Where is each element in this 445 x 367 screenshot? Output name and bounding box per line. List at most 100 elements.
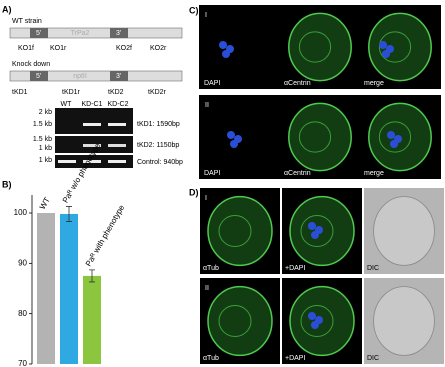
channel-label: +DAPI — [285, 265, 305, 272]
gene-label: 5' — [36, 73, 41, 80]
channel-label: DIC — [367, 265, 379, 272]
nucleus — [227, 131, 235, 139]
channel-label: DAPI — [204, 80, 220, 87]
cell-signal — [218, 305, 252, 337]
bar — [83, 275, 101, 364]
band-label: tKD1: 1590bp — [137, 121, 180, 128]
primer: tKD2r — [148, 89, 167, 96]
primer: tKD1r — [62, 89, 81, 96]
error-bar — [66, 206, 72, 222]
cell-signal — [298, 121, 332, 153]
nucleus — [308, 312, 316, 320]
cell-signal — [298, 31, 332, 63]
cell-signal — [288, 12, 352, 82]
panel-label: C) — [189, 5, 199, 15]
primer: KO1f — [18, 45, 34, 52]
band-label: tKD2: 1150bp — [137, 142, 179, 149]
channel-label: αCentrin — [284, 80, 311, 87]
row-label: I — [205, 195, 207, 202]
cell-outline — [373, 196, 435, 266]
marker: 1 kb — [39, 145, 52, 152]
marker: 1.5 kb — [33, 136, 52, 143]
row-label: II — [205, 285, 209, 292]
construct-title: WT strain — [12, 18, 42, 25]
gene-bar — [9, 70, 183, 82]
cell-signal — [368, 12, 432, 82]
micrographs: DAPI αCentrin merge I DAPI αCentrin merge II — [199, 5, 441, 179]
y-tick-label: 90 — [18, 258, 27, 267]
channel-label: DAPI — [204, 170, 220, 177]
nucleus — [219, 41, 227, 49]
band — [83, 160, 101, 163]
nucleus — [387, 131, 395, 139]
cell-signal — [218, 215, 252, 247]
nucleus — [222, 50, 230, 58]
bar — [60, 214, 78, 364]
channel-label: αTub — [203, 355, 219, 362]
channel-label: merge — [364, 80, 384, 87]
x-category-label: WT — [38, 196, 52, 211]
gene-label: nptII — [73, 73, 87, 80]
marker: 1 kb — [39, 157, 52, 164]
channel-label: DIC — [367, 355, 379, 362]
bar — [37, 213, 55, 364]
cell-signal — [378, 31, 412, 63]
channel-label: +DAPI — [285, 355, 305, 362]
gene-3 — [110, 28, 128, 38]
row-label: I — [205, 12, 207, 19]
channel-label: αCentrin — [284, 170, 311, 177]
nucleus — [311, 231, 319, 239]
primer: tKD2 — [108, 89, 124, 96]
marker: 1.5 kb — [33, 121, 52, 128]
gene-5 — [30, 71, 48, 81]
gene-5 — [30, 28, 48, 38]
band — [108, 123, 126, 126]
nucleus — [382, 50, 390, 58]
band — [58, 160, 76, 163]
band — [83, 123, 101, 126]
primer: KO2f — [116, 45, 132, 52]
band — [83, 144, 101, 147]
gel — [55, 108, 133, 134]
lane-label: WT — [61, 101, 73, 108]
nucleus — [230, 140, 238, 148]
cell-signal — [207, 195, 273, 267]
primer: KO1r — [50, 45, 67, 52]
band — [108, 160, 126, 163]
channel-label: merge — [364, 170, 384, 177]
panel-label: D) — [189, 187, 199, 197]
gene-label: 3' — [116, 73, 121, 80]
gene-label: 5' — [36, 30, 41, 37]
nucleus — [390, 140, 398, 148]
y-tick-label: 100 — [14, 208, 28, 217]
gene-label: 3' — [116, 30, 121, 37]
gene-label: TrPa2 — [71, 30, 90, 37]
y-tick-label: 80 — [18, 309, 27, 318]
cell-signal — [288, 102, 352, 172]
marker: 2 kb — [39, 109, 52, 116]
gene-bar — [9, 27, 183, 39]
band-label: Control: 940bp — [137, 159, 183, 166]
cell-signal — [378, 121, 412, 153]
nucleus — [308, 222, 316, 230]
cell-signal — [207, 285, 273, 357]
cell-signal — [300, 305, 334, 337]
cell-outline — [373, 286, 435, 356]
nucleus — [311, 321, 319, 329]
construct-title: Knock down — [12, 61, 50, 68]
panel-label: B) — [2, 179, 12, 189]
nucleus — [379, 41, 387, 49]
lane-label: KD-C1 — [81, 101, 102, 108]
error-bar — [89, 269, 95, 283]
x-category-label: Paᴿ with phenotype — [84, 203, 127, 268]
y-tick-label: 70 — [18, 359, 27, 367]
gene-3 — [110, 71, 128, 81]
row-label: II — [205, 102, 209, 109]
panel-label: A) — [2, 4, 12, 14]
cell-signal — [300, 215, 334, 247]
primer: tKD1 — [12, 89, 28, 96]
lane-label: KD-C2 — [107, 101, 128, 108]
